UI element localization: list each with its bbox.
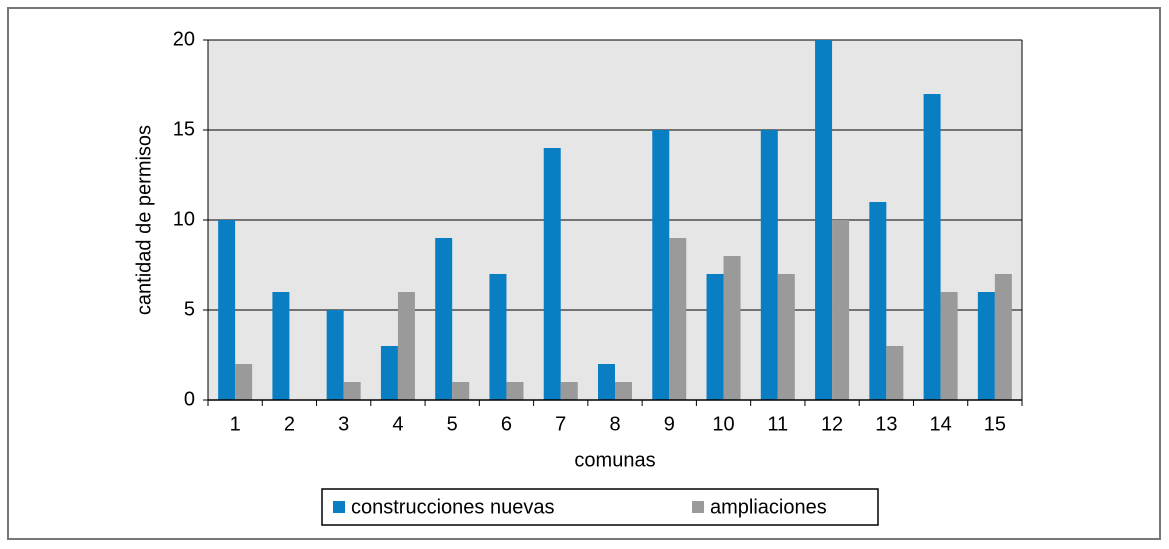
x-tick-label: 11 — [767, 413, 788, 435]
bar — [923, 94, 941, 400]
x-tick-label: 14 — [929, 413, 951, 435]
bar — [760, 130, 778, 400]
legend-label: ampliaciones — [710, 496, 827, 518]
x-tick-label: 2 — [284, 413, 295, 435]
x-tick-label: 10 — [712, 413, 734, 435]
y-tick-label: 5 — [184, 298, 195, 320]
bar — [489, 274, 507, 400]
y-tick-label: 20 — [173, 28, 195, 50]
x-tick-label: 1 — [230, 413, 241, 435]
x-tick-label: 5 — [447, 413, 458, 435]
x-tick-label: 7 — [555, 413, 566, 435]
bar — [543, 148, 561, 400]
bar — [706, 274, 724, 400]
x-tick-label: 15 — [984, 413, 1006, 435]
bar — [560, 382, 578, 400]
legend — [321, 488, 879, 526]
bar — [940, 292, 958, 400]
x-tick-label: 12 — [821, 413, 843, 435]
bar — [397, 292, 415, 400]
y-tick-label: 10 — [173, 208, 195, 230]
bar — [326, 310, 344, 400]
bar — [723, 256, 741, 400]
legend-swatch — [692, 501, 704, 513]
bar — [886, 346, 904, 400]
bar — [615, 382, 632, 400]
x-tick-label: 9 — [664, 413, 675, 435]
bar — [435, 238, 453, 400]
legend-label: construcciones nuevas — [351, 496, 554, 518]
x-tick-label: 3 — [338, 413, 349, 435]
bar — [343, 382, 361, 400]
y-axis-label: cantidad de permisos — [133, 125, 155, 315]
bar — [777, 274, 795, 400]
bar — [994, 274, 1012, 400]
bar — [272, 292, 290, 400]
y-tick-label: 15 — [173, 118, 195, 140]
bar — [452, 382, 470, 400]
bar — [235, 364, 253, 400]
bar — [669, 238, 687, 400]
bar — [218, 220, 236, 400]
x-tick-label: 13 — [875, 413, 897, 435]
bar — [815, 40, 833, 400]
legend-swatch — [333, 501, 345, 513]
x-tick-label: 4 — [392, 413, 403, 435]
x-axis-label: comunas — [574, 449, 655, 471]
bar — [380, 346, 398, 400]
bar — [977, 292, 995, 400]
bar — [832, 220, 850, 400]
y-tick-label: 0 — [184, 388, 195, 410]
x-tick-label: 6 — [501, 413, 512, 435]
bar — [652, 130, 670, 400]
x-tick-label: 8 — [609, 413, 620, 435]
bar — [598, 364, 615, 400]
bar — [506, 382, 524, 400]
bar — [869, 202, 887, 400]
